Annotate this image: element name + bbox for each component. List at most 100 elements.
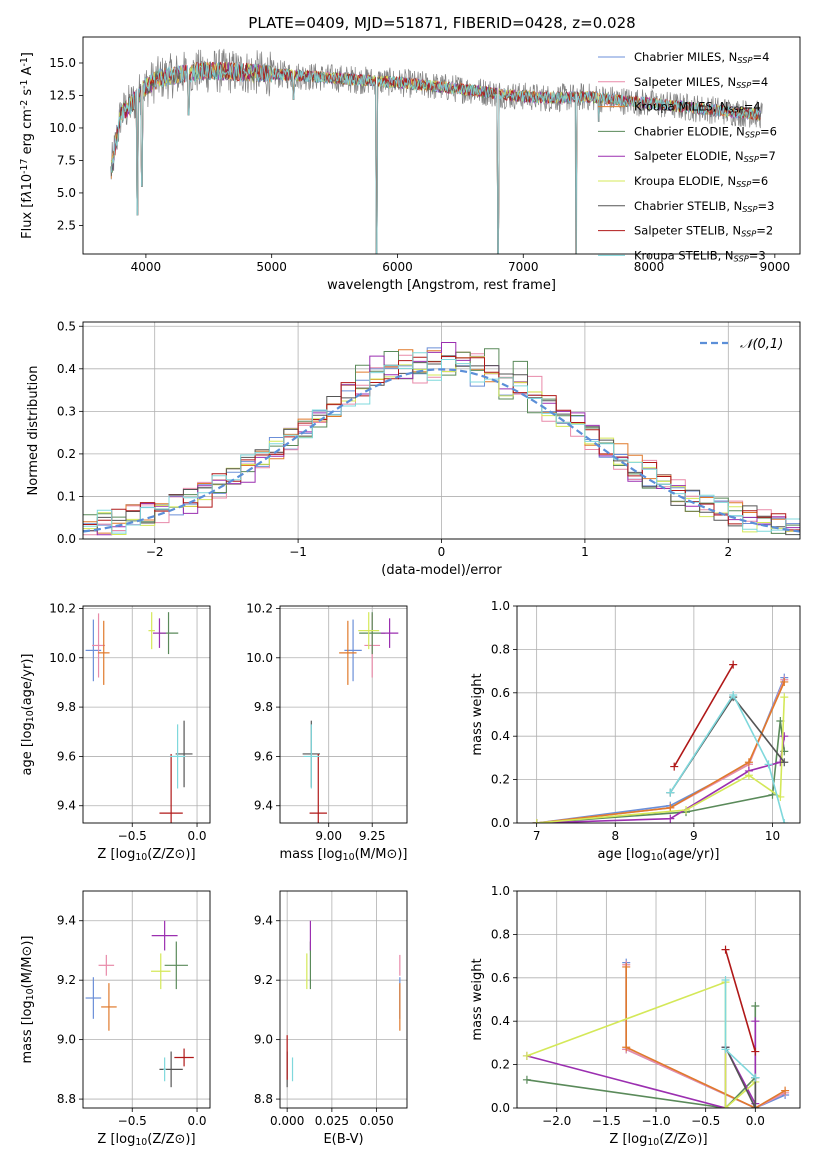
errorbar-point-7 [174, 1048, 194, 1067]
weight-marker [622, 1043, 631, 1052]
axes-frame [82, 890, 211, 1109]
weight-marker [781, 1086, 790, 1095]
weight-marker [666, 803, 675, 812]
weight-series-5 [532, 693, 789, 823]
y-tick-label: 9.8 [254, 700, 273, 714]
weight-series-2 [532, 677, 789, 823]
errorbar-point-7 [309, 753, 327, 823]
errorbar-point-2 [97, 620, 110, 685]
weight-marker [744, 771, 753, 780]
errorbar-point-8 [303, 724, 320, 789]
x-tick-label: 0.0 [187, 1114, 206, 1128]
weight-marker [751, 1002, 760, 1011]
panel-weight-vs-Z: −2.0 −1.5 −1.0 −0.5 0.0 0.0 0.2 0.4 0.6 0.8 1.0 Z [… [470, 884, 801, 1148]
legend-label: Chabrier MILES, NSSP=4 [634, 50, 769, 65]
errorbar-point-5 [151, 953, 171, 990]
x-axis-label: Z [log10​(Z/Z⊙)] [97, 1132, 195, 1148]
grid-lines [83, 606, 210, 823]
weight-series-3 [532, 717, 789, 823]
y-tick-label: 15.0 [49, 56, 76, 70]
panel-age-vs-Z: −0.5 0.0 9.4 9.6 9.8 10.0 10.2 Z [log10​(Z/Z⊙)]… [20, 601, 211, 863]
weight-marker [751, 1047, 760, 1056]
axes: −2.0 −1.5 −1.0 −0.5 0.0 0.0 0.2 0.4 0.6 0.8 1.0 Z [… [470, 884, 801, 1148]
x-tick-label: 0.000 [270, 1114, 304, 1128]
y-tick-label: 2.5 [57, 218, 76, 232]
x-tick-label: 8 [611, 829, 619, 843]
errorbar-point-8 [163, 1057, 166, 1082]
errorbar-point-0 [344, 619, 362, 682]
axes-frame [516, 890, 801, 1109]
x-tick-label: −0.5 [118, 1114, 147, 1128]
x-tick-label: 1 [581, 545, 589, 559]
weight-marker [622, 962, 631, 971]
panel-residuals: −2 −1 0 1 2 0.0 0.1 0.2 0.3 0.4 0.5 (data-model)/er… [26, 319, 801, 578]
y-tick-label: 10.2 [246, 601, 273, 615]
weight-line [673, 664, 734, 768]
weight-marker [682, 805, 691, 814]
axes-frame [516, 605, 801, 824]
axes-frame [82, 605, 211, 824]
y-tick-label: 0.3 [57, 404, 76, 418]
y-tick-label: 1.0 [491, 884, 510, 898]
errorbar-point-3 [164, 941, 188, 990]
y-tick-label: 0.0 [491, 1101, 510, 1115]
x-tick-label: 0.025 [315, 1114, 349, 1128]
y-tick-label: 10.2 [49, 601, 76, 615]
x-tick-label: −1 [289, 545, 307, 559]
weight-line [526, 980, 756, 1108]
x-axis-label: E(B-V) [323, 1132, 363, 1147]
errorbar-point-4 [152, 618, 166, 648]
x-axis-label: mass [log10​(M/M⊙)] [279, 847, 407, 863]
plot-area [83, 342, 800, 536]
legend-label: 𝒩(0,1) [740, 337, 783, 352]
y-axis-label: Normed distribution [26, 366, 41, 496]
legend-label: Kroupa STELIB, NSSP=3 [634, 248, 766, 263]
plot-area [85, 612, 193, 823]
plot-area [85, 920, 194, 1088]
x-axis-label: (data-model)/error [381, 563, 502, 578]
y-tick-label: 0.4 [491, 729, 510, 743]
y-tick-label: 8.8 [57, 1092, 76, 1106]
errorbar-point-4 [380, 618, 399, 648]
x-tick-label: 9.00 [315, 829, 342, 843]
errorbar-point-6 [175, 720, 193, 788]
axes-frame [82, 36, 801, 255]
y-tick-label: 0.4 [57, 362, 76, 376]
residual-histogram-4 [83, 342, 800, 536]
axes-frame [279, 605, 408, 824]
plot-area [286, 920, 401, 1088]
weight-series-0 [532, 673, 789, 823]
x-tick-label: −0.5 [118, 829, 147, 843]
x-tick-label: 7000 [508, 260, 539, 274]
weight-series-5 [522, 978, 760, 1108]
weight-line [724, 949, 757, 1052]
y-tick-label: 10.0 [246, 651, 273, 665]
weight-series-6 [666, 693, 789, 797]
x-tick-label: −2 [146, 545, 164, 559]
x-tick-label: 2 [724, 545, 732, 559]
grid-lines [280, 891, 407, 1108]
axes-frame [279, 890, 408, 1109]
x-tick-label: −0.5 [691, 1114, 720, 1128]
x-axis-label: age [log10​(age/yr)] [598, 847, 720, 863]
y-tick-label: 0.4 [491, 1014, 510, 1028]
axes: 9.00 9.25 9.4 9.6 9.8 10.0 10.2 mass [log10​(M/… [246, 601, 407, 863]
y-tick-label: 8.8 [254, 1092, 273, 1106]
legend-label: Chabrier STELIB, NSSP=3 [634, 199, 774, 214]
weight-marker [729, 660, 738, 669]
x-tick-label: −2.0 [542, 1114, 571, 1128]
errorbar-point-0 [85, 977, 102, 1019]
weight-marker [751, 1104, 760, 1108]
legend-label: Chabrier ELODIE, NSSP=6 [634, 124, 777, 139]
y-tick-label: 5.0 [57, 186, 76, 200]
weight-marker [721, 945, 730, 954]
weight-marker [751, 1073, 760, 1082]
panel-mass-vs-Z: −0.5 0.0 8.8 9.0 9.2 9.4 Z [log10​(Z/Z⊙)] mass … [20, 890, 211, 1148]
axes: 4000 5000 6000 7000 8000 9000 2.5 5.0 7.5 10.0 12.… [19, 36, 801, 293]
legend-label: Kroupa MILES, NSSP=4 [634, 100, 761, 115]
errorbar-point-7 [159, 753, 183, 823]
panel-age-vs-mass: 9.00 9.25 9.4 9.6 9.8 10.0 10.2 mass [log10​(M/… [246, 601, 407, 863]
errorbar-point-1 [92, 613, 106, 678]
grid-lines [517, 605, 800, 824]
